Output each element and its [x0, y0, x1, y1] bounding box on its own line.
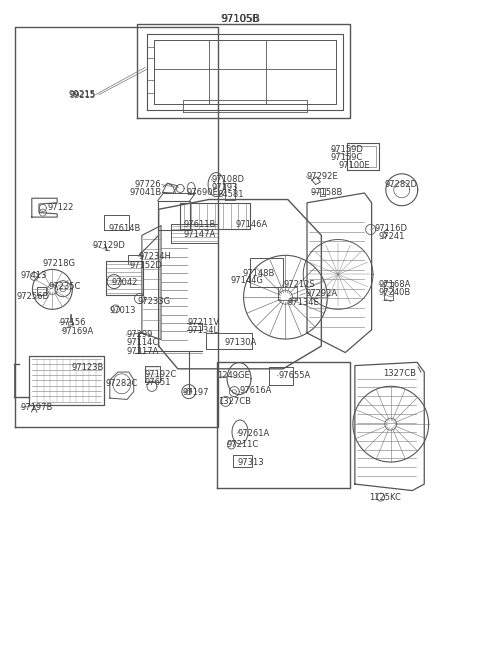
- Text: 97041B: 97041B: [129, 188, 161, 197]
- Text: 97218G: 97218G: [43, 259, 76, 268]
- Text: 97282D: 97282D: [384, 180, 418, 189]
- Text: 97611B: 97611B: [183, 220, 216, 229]
- Text: 97158B: 97158B: [311, 188, 343, 197]
- Text: 97292E: 97292E: [306, 172, 337, 182]
- Text: 97168A: 97168A: [379, 279, 411, 289]
- Text: 97690E: 97690E: [186, 188, 218, 197]
- Text: 97233G: 97233G: [137, 296, 170, 306]
- Text: 1327CB: 1327CB: [384, 369, 417, 378]
- Text: 1249GE: 1249GE: [217, 372, 250, 381]
- Text: 97655A: 97655A: [278, 372, 311, 381]
- Text: 97282C: 97282C: [106, 379, 138, 388]
- Text: 97211C: 97211C: [227, 440, 259, 449]
- Text: 97108D: 97108D: [211, 175, 244, 184]
- Text: 97134L: 97134L: [187, 326, 218, 335]
- Text: 97197B: 97197B: [21, 403, 53, 412]
- Text: 97212S: 97212S: [283, 279, 315, 289]
- Text: 97013: 97013: [110, 306, 136, 315]
- Text: 97241: 97241: [379, 232, 405, 241]
- Text: 97122: 97122: [48, 204, 74, 212]
- Text: 97114C: 97114C: [126, 338, 158, 347]
- Text: 97211V: 97211V: [187, 318, 219, 327]
- Text: 97123B: 97123B: [72, 363, 104, 372]
- Text: 97105B: 97105B: [221, 14, 259, 24]
- Text: 99215: 99215: [69, 91, 96, 100]
- Text: 97152D: 97152D: [130, 261, 163, 270]
- Text: 97159C: 97159C: [331, 153, 363, 162]
- Text: 97144G: 97144G: [230, 276, 264, 285]
- Text: 97156: 97156: [59, 318, 85, 327]
- Text: 97313: 97313: [237, 458, 264, 467]
- Text: 97159D: 97159D: [331, 145, 364, 154]
- Text: 97100E: 97100E: [338, 161, 370, 170]
- Text: 97134E: 97134E: [288, 298, 320, 307]
- Text: 97413: 97413: [21, 271, 48, 280]
- Text: 97616A: 97616A: [239, 386, 271, 395]
- Text: 97256D: 97256D: [16, 292, 49, 301]
- Text: 97234H: 97234H: [139, 252, 171, 261]
- Text: 97146A: 97146A: [235, 220, 267, 229]
- Text: 97147A: 97147A: [183, 230, 216, 238]
- Text: 97130A: 97130A: [225, 338, 257, 347]
- Text: 84581: 84581: [217, 191, 243, 199]
- Text: 97192C: 97192C: [144, 370, 177, 379]
- Text: 97614B: 97614B: [108, 225, 141, 233]
- Text: 97105B: 97105B: [220, 14, 260, 24]
- Text: 1327CB: 1327CB: [218, 397, 251, 406]
- Text: 97116D: 97116D: [374, 224, 407, 232]
- Text: 97299: 97299: [126, 330, 153, 340]
- Text: 97169A: 97169A: [62, 326, 94, 336]
- Text: 97042: 97042: [112, 278, 138, 287]
- Text: 99215: 99215: [68, 90, 96, 99]
- Text: 97292A: 97292A: [305, 289, 337, 298]
- Text: 97197: 97197: [182, 389, 209, 398]
- Text: 97129D: 97129D: [93, 240, 125, 249]
- Text: 97726: 97726: [135, 180, 161, 189]
- Text: 97651: 97651: [144, 378, 171, 387]
- Text: 97193: 97193: [211, 183, 238, 192]
- Text: 97240B: 97240B: [379, 288, 411, 297]
- Text: 97261A: 97261A: [237, 429, 269, 438]
- Text: 97148B: 97148B: [242, 268, 275, 278]
- Text: 97317A: 97317A: [126, 347, 158, 356]
- Text: 97235C: 97235C: [48, 282, 81, 291]
- Text: 1125KC: 1125KC: [369, 492, 401, 502]
